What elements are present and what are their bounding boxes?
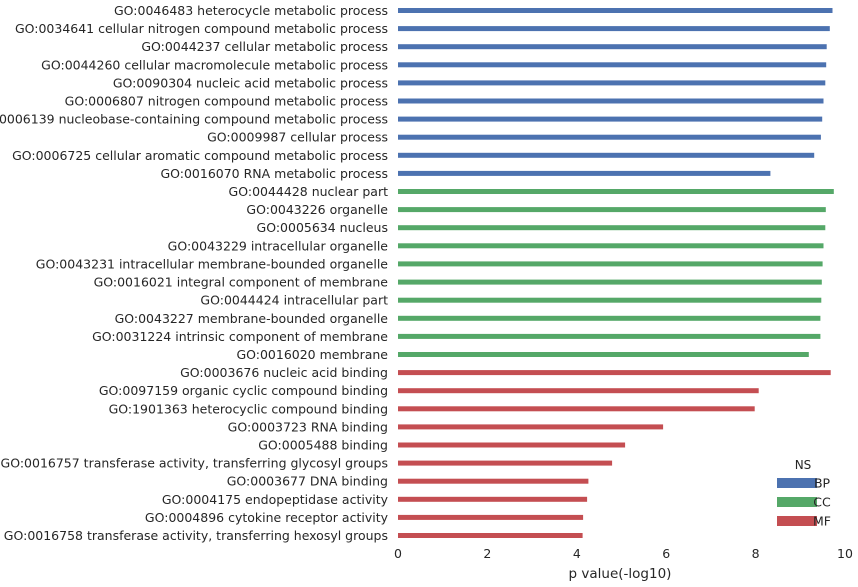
bar-mf — [398, 442, 626, 448]
bar-cc — [398, 225, 826, 231]
bar-bp — [398, 62, 827, 68]
category-label: GO:0004175 endopeptidase activity — [162, 492, 389, 507]
category-label: GO:0005488 binding — [258, 438, 388, 453]
category-label: GO:0097159 organic cyclic compound bindi… — [99, 383, 388, 398]
x-axis-ticks: 0 2 4 6 8 10 — [394, 546, 853, 561]
category-label: GO:0006725 cellular aromatic compound me… — [12, 148, 388, 163]
legend: NS BP CC MF — [777, 458, 831, 529]
bar-mf — [398, 424, 664, 430]
bar-mf — [398, 514, 584, 520]
category-label: GO:0006139 nucleobase-containing compoun… — [0, 112, 388, 127]
bar-mf — [398, 370, 831, 376]
category-label: GO:0044428 nuclear part — [229, 184, 389, 199]
category-label: GO:0003676 nucleic acid binding — [180, 365, 388, 380]
category-label: GO:0043231 intracellular membrane-bounde… — [36, 256, 389, 271]
category-label: GO:0046483 heterocycle metabolic process — [114, 3, 388, 18]
bar-cc — [398, 279, 822, 285]
bar-bp — [398, 8, 833, 13]
bar-mf — [398, 533, 583, 538]
category-label: GO:1901363 heterocyclic compound binding — [109, 401, 388, 416]
legend-title: NS — [795, 458, 812, 472]
legend-swatch-cc — [777, 497, 817, 507]
bars — [398, 8, 834, 538]
category-labels: GO:0046483 heterocycle metabolic process… — [0, 3, 389, 543]
bar-mf — [398, 478, 589, 484]
category-label: GO:0004896 cytokine receptor activity — [145, 510, 389, 525]
bar-cc — [398, 352, 809, 357]
bar-cc — [398, 261, 823, 267]
x-tick-label: 4 — [573, 546, 581, 561]
x-tick-label: 6 — [662, 546, 670, 561]
category-label: GO:0005634 nucleus — [257, 220, 388, 235]
bar-cc — [398, 189, 834, 194]
bar-cc — [398, 315, 821, 321]
legend-label: MF — [813, 514, 831, 529]
category-label: GO:0034641 cellular nitrogen compound me… — [15, 21, 388, 36]
category-label: GO:0003677 DNA binding — [227, 474, 388, 489]
category-label: GO:0016021 integral component of membran… — [94, 275, 389, 290]
category-label: GO:0006807 nitrogen compound metabolic p… — [65, 94, 388, 109]
bar-cc — [398, 243, 824, 249]
bar-bp — [398, 80, 826, 86]
category-label: GO:0090304 nucleic acid metabolic proces… — [113, 75, 388, 90]
bar-bp — [398, 170, 771, 176]
x-tick-label: 10 — [837, 546, 853, 561]
category-label: GO:0003723 RNA binding — [228, 419, 388, 434]
bar-bp — [398, 98, 824, 104]
bar-mf — [398, 406, 755, 412]
bar-cc — [398, 333, 821, 339]
bar-bp — [398, 116, 823, 122]
legend-swatch-mf — [777, 516, 817, 526]
category-label: GO:0016757 transferase activity, transfe… — [1, 456, 388, 471]
category-label: GO:0044424 intracellular part — [200, 293, 388, 308]
category-label: GO:0016070 RNA metabolic process — [160, 166, 388, 181]
bar-cc — [398, 297, 822, 303]
bar-mf — [398, 388, 759, 394]
legend-swatch-bp — [777, 478, 817, 488]
bar-cc — [398, 207, 826, 213]
x-tick-label: 8 — [752, 546, 760, 561]
x-tick-label: 2 — [483, 546, 491, 561]
bar-bp — [398, 26, 830, 32]
bar-bp — [398, 44, 827, 50]
legend-label: BP — [814, 476, 831, 491]
category-label: GO:0009987 cellular process — [207, 130, 388, 145]
category-label: GO:0031224 intrinsic component of membra… — [92, 329, 388, 344]
category-label: GO:0016020 membrane — [236, 347, 388, 362]
category-label: GO:0043226 organelle — [246, 202, 388, 217]
bar-bp — [398, 134, 821, 140]
category-label: GO:0016758 transferase activity, transfe… — [4, 528, 388, 543]
bar-bp — [398, 152, 815, 158]
legend-label: CC — [813, 495, 831, 510]
bar-mf — [398, 460, 613, 466]
x-axis-label: p value(-log10) — [569, 566, 672, 582]
category-label: GO:0044237 cellular metabolic process — [141, 39, 388, 54]
category-label: GO:0043227 membrane-bounded organelle — [115, 311, 389, 326]
bar-mf — [398, 496, 588, 502]
x-tick-label: 0 — [394, 546, 402, 561]
category-label: GO:0044260 cellular macromolecule metabo… — [41, 57, 388, 72]
category-label: GO:0043229 intracellular organelle — [168, 238, 389, 253]
